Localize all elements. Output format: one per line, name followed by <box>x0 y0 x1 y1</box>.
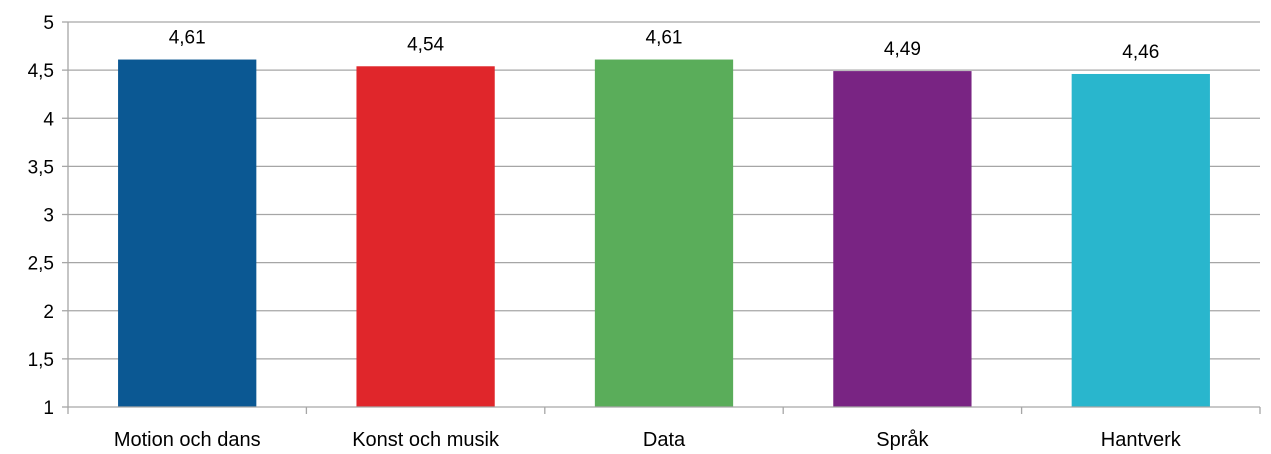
x-category-label: Motion och dans <box>114 429 261 451</box>
x-category-label: Konst och musik <box>352 429 500 451</box>
y-tick-label: 2,5 <box>28 254 54 275</box>
y-tick-label: 2 <box>43 302 54 323</box>
data-label: 4,61 <box>646 28 683 49</box>
y-tick-label: 1 <box>43 398 54 419</box>
y-tick-label: 5 <box>43 13 54 34</box>
x-category-label: Data <box>643 429 686 451</box>
bar <box>833 71 972 408</box>
y-tick-label: 4 <box>43 109 54 130</box>
y-tick-label: 3 <box>43 206 54 227</box>
data-label: 4,54 <box>407 34 444 55</box>
y-tick-label: 4,5 <box>28 61 54 82</box>
x-category-label: Språk <box>876 429 929 451</box>
bar <box>594 59 734 407</box>
y-tick-label: 1,5 <box>28 350 54 371</box>
labels: 1 1,5 2 2,5 3 3,5 4 4,5 5 4,61 Motion och dans 4,54… <box>28 13 1182 451</box>
axes <box>62 21 1261 414</box>
data-label: 4,49 <box>884 39 921 60</box>
bar <box>356 66 495 408</box>
y-tick-label: 3,5 <box>28 157 54 178</box>
data-label: 4,61 <box>169 28 206 49</box>
data-label: 4,46 <box>1122 42 1159 63</box>
bars <box>118 59 1210 408</box>
bar <box>1071 73 1210 407</box>
x-category-label: Hantverk <box>1101 429 1182 451</box>
bar <box>118 59 257 407</box>
